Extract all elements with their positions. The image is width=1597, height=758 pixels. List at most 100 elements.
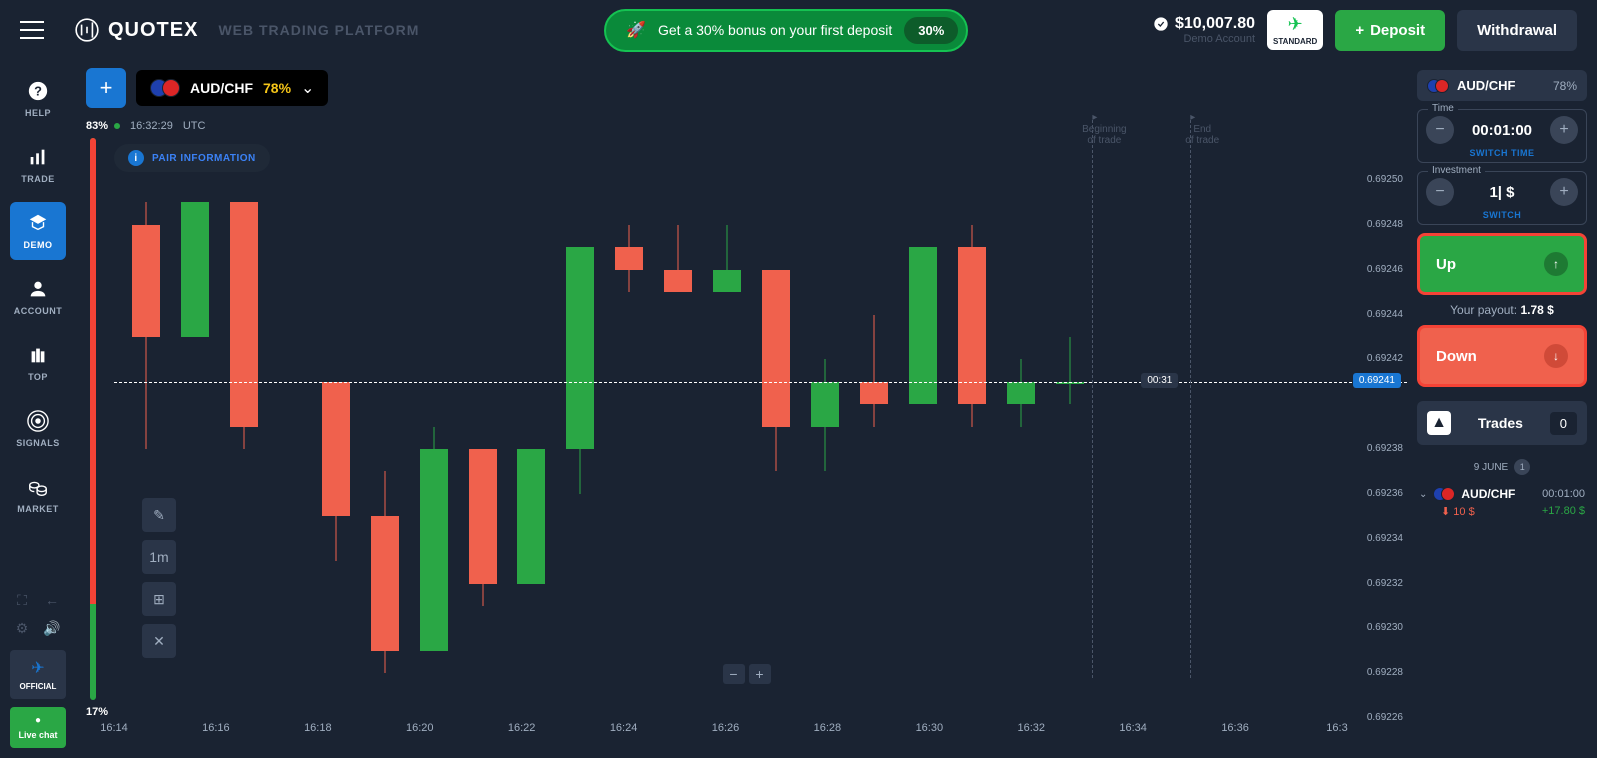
arrow-left-icon[interactable]: ← (40, 588, 64, 612)
investment-label: Investment (1428, 165, 1485, 176)
deposit-label: Deposit (1370, 22, 1425, 39)
standard-button[interactable]: ✈ STANDARD (1267, 10, 1323, 50)
chart-time: 16:32:29 UTC (114, 120, 205, 132)
indicators-icon[interactable]: ✕ (142, 624, 176, 658)
pair-tab[interactable]: AUD/CHF 78% ⌄ (136, 70, 328, 106)
plane-icon: ✈ (1288, 14, 1303, 35)
standard-label: STANDARD (1273, 37, 1317, 46)
sidebar-item-signals[interactable]: SIGNALS (10, 400, 66, 458)
sidebar-item-demo[interactable]: DEMO (10, 202, 66, 260)
zoom-out-button[interactable]: − (723, 664, 745, 684)
pair-info-label: PAIR INFORMATION (152, 153, 256, 164)
main-area: + AUD/CHF 78% ⌄ 83% 17% 16:32:29 UTC i (76, 60, 1407, 758)
logo[interactable]: QUOTEX (74, 17, 198, 43)
header: QUOTEX WEB TRADING PLATFORM 🚀 Get a 30% … (0, 0, 1597, 60)
header-right: $10,007.80 Demo Account ✈ STANDARD + Dep… (1153, 10, 1577, 51)
promo-badge: 30% (904, 17, 958, 44)
trades-header[interactable]: ▲ Trades 0 (1417, 401, 1587, 445)
pair-information-button[interactable]: i PAIR INFORMATION (114, 144, 270, 172)
sidebar-label: TRADE (21, 174, 55, 184)
sidebar-item-market[interactable]: MARKET (10, 466, 66, 524)
pencil-icon[interactable]: ✎ (142, 498, 176, 532)
balance-amount: $10,007.80 (1175, 15, 1255, 33)
trades-date: 9 JUNE 1 (1417, 459, 1587, 475)
gear-icon[interactable]: ⚙ (10, 616, 34, 640)
x-axis: 16:1416:1616:1816:2016:2216:2416:2616:28… (114, 722, 1337, 752)
sidebar-label: TOP (28, 372, 48, 382)
sentiment-up: 83% (86, 120, 108, 132)
pair-pct: 78% (263, 80, 291, 96)
withdraw-button[interactable]: Withdrawal (1457, 10, 1577, 51)
tabs: + AUD/CHF 78% ⌄ (76, 60, 1407, 116)
current-time: 16:32:29 (130, 120, 173, 132)
trade-time: 00:01:00 (1542, 488, 1585, 500)
chart-area[interactable]: 16:32:29 UTC i PAIR INFORMATION ✎ 1m ⊞ ✕… (114, 120, 1337, 718)
payout: Your payout: 1.78 $ (1417, 303, 1587, 317)
switch-time-link[interactable]: SWITCH TIME (1426, 148, 1578, 158)
deposit-button[interactable]: + Deposit (1335, 10, 1445, 51)
official-label: OFFICIAL (20, 682, 57, 691)
promo-banner[interactable]: 🚀 Get a 30% bonus on your first deposit … (604, 9, 968, 52)
arrow-down-icon: ⬇ (1441, 506, 1450, 518)
sidebar-label: SIGNALS (16, 438, 60, 448)
volume-icon[interactable]: 🔊 (40, 616, 64, 640)
sidebar-label: MARKET (17, 504, 59, 514)
rp-pair[interactable]: AUD/CHF 78% (1417, 70, 1587, 101)
chevron-down-icon: ⌄ (1419, 489, 1427, 500)
sidebar-item-account[interactable]: ACCOUNT (10, 268, 66, 326)
signals-icon (27, 410, 49, 432)
account-icon (27, 278, 49, 300)
inv-plus-button[interactable]: + (1550, 178, 1578, 206)
chevron-down-icon: ⌄ (301, 78, 314, 98)
date-count-badge: 1 (1514, 459, 1530, 475)
trades-title: Trades (1461, 415, 1540, 431)
down-label: Down (1436, 348, 1477, 365)
trade-profit: +17.80 $ (1542, 505, 1585, 518)
flag-pair-icon (1433, 487, 1455, 501)
expand-icon[interactable]: ⛶ (10, 588, 34, 612)
date-label: 9 JUNE (1474, 462, 1508, 473)
top-icon (27, 344, 49, 366)
trade-pair: AUD/CHF (1461, 487, 1536, 501)
sidebar-item-trade[interactable]: TRADE (10, 136, 66, 194)
livechat-button[interactable]: ● Live chat (10, 707, 66, 748)
promo-text: Get a 30% bonus on your first deposit (658, 22, 892, 38)
rocket-icon: 🚀 (626, 20, 646, 40)
demo-icon (27, 212, 49, 234)
trade-history-item[interactable]: ⌄ AUD/CHF 00:01:00 ⬇ 10 $ +17.80 $ (1417, 483, 1587, 524)
time-value[interactable]: 00:01:00 (1460, 122, 1544, 139)
menu-icon[interactable] (20, 21, 44, 39)
platform-subtitle: WEB TRADING PLATFORM (218, 22, 419, 38)
sidebar-label: ACCOUNT (14, 306, 63, 316)
switch-link[interactable]: SWITCH (1426, 210, 1578, 220)
trade-icon (27, 146, 49, 168)
sidebar-item-help[interactable]: ? HELP (10, 70, 66, 128)
official-button[interactable]: ✈ OFFICIAL (10, 650, 66, 699)
info-icon: i (128, 150, 144, 166)
plus-icon: + (1355, 22, 1364, 39)
arrow-up-icon: ↑ (1544, 252, 1568, 276)
trade-amount: ⬇ 10 $ (1441, 505, 1475, 518)
candle-type-icon[interactable]: ⊞ (142, 582, 176, 616)
flag-chf-icon (1435, 79, 1449, 93)
down-button[interactable]: Down ↓ (1417, 325, 1587, 387)
help-icon: ? (27, 80, 49, 102)
logo-text: QUOTEX (108, 19, 198, 42)
time-minus-button[interactable]: − (1426, 116, 1454, 144)
sentiment-bar: 83% 17% (86, 120, 106, 718)
time-plus-button[interactable]: + (1550, 116, 1578, 144)
add-tab-button[interactable]: + (86, 68, 126, 108)
zoom-in-button[interactable]: + (749, 664, 771, 684)
rp-pair-pct: 78% (1553, 79, 1577, 93)
sidebar-item-top[interactable]: TOP (10, 334, 66, 392)
investment-value[interactable]: 1| $ (1460, 184, 1544, 201)
sidebar: ? HELP TRADE DEMO ACCOUNT TOP SIGNALS MA… (0, 60, 76, 758)
inv-minus-button[interactable]: − (1426, 178, 1454, 206)
logo-icon (74, 17, 100, 43)
balance[interactable]: $10,007.80 Demo Account (1153, 15, 1255, 45)
candlestick-chart[interactable] (114, 180, 1337, 718)
up-button[interactable]: Up ↑ (1417, 233, 1587, 295)
flag-pair-icon (1427, 79, 1449, 93)
pair-name: AUD/CHF (190, 80, 253, 96)
timeframe-button[interactable]: 1m (142, 540, 176, 574)
